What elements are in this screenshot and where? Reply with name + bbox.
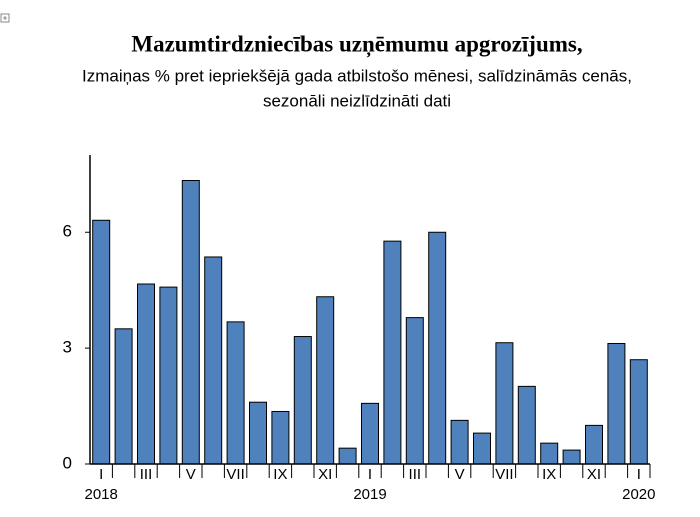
bar bbox=[316, 296, 335, 465]
expand-icon bbox=[0, 13, 10, 23]
year-label: 2019 bbox=[353, 486, 386, 503]
bar bbox=[114, 328, 133, 465]
x-tick-label: VII bbox=[226, 466, 244, 483]
year-label: 2018 bbox=[85, 486, 118, 503]
bar bbox=[540, 442, 559, 465]
bar bbox=[517, 385, 536, 465]
bar bbox=[271, 410, 290, 465]
y-tick-label: 6 bbox=[63, 222, 72, 241]
x-tick-label: V bbox=[455, 466, 465, 483]
bar bbox=[181, 179, 200, 465]
bar bbox=[361, 402, 379, 465]
bar bbox=[629, 359, 648, 465]
bar bbox=[137, 283, 155, 465]
x-tick-label: XI bbox=[587, 466, 601, 483]
x-tick-label: IX bbox=[273, 466, 287, 483]
bar bbox=[226, 321, 245, 465]
chart-subtitle: sezonāli neizlīdzināti dati bbox=[263, 91, 451, 110]
bar bbox=[607, 342, 626, 465]
bar bbox=[562, 449, 581, 465]
bar bbox=[159, 286, 178, 465]
year-label: 2020 bbox=[622, 486, 655, 503]
x-tick-label: XI bbox=[318, 466, 332, 483]
bar bbox=[405, 317, 424, 465]
bar bbox=[495, 342, 514, 465]
x-tick-label: III bbox=[409, 466, 422, 483]
chart-subtitle: Izmaiņas % pret iepriekšējā gada atbilst… bbox=[82, 66, 632, 85]
bar bbox=[293, 336, 312, 465]
bar bbox=[204, 256, 223, 465]
bar bbox=[428, 231, 447, 465]
chart-title: Mazumtirdzniecības uzņēmumu apgrozījums, bbox=[131, 31, 582, 58]
bar bbox=[585, 424, 603, 465]
y-tick-label: 3 bbox=[63, 338, 72, 357]
bar bbox=[338, 447, 357, 465]
x-tick-label: VII bbox=[495, 466, 513, 483]
x-tick-label: I bbox=[99, 466, 103, 483]
x-tick-label: I bbox=[368, 466, 372, 483]
bar bbox=[92, 219, 111, 465]
x-tick-label: III bbox=[140, 466, 153, 483]
y-tick-label: 0 bbox=[63, 453, 72, 472]
bar bbox=[450, 419, 469, 465]
x-tick-label: IX bbox=[542, 466, 556, 483]
bar bbox=[473, 432, 491, 465]
bar bbox=[249, 401, 267, 465]
x-tick-label: I bbox=[637, 466, 641, 483]
bar bbox=[383, 240, 402, 465]
x-tick-label: V bbox=[186, 466, 196, 483]
